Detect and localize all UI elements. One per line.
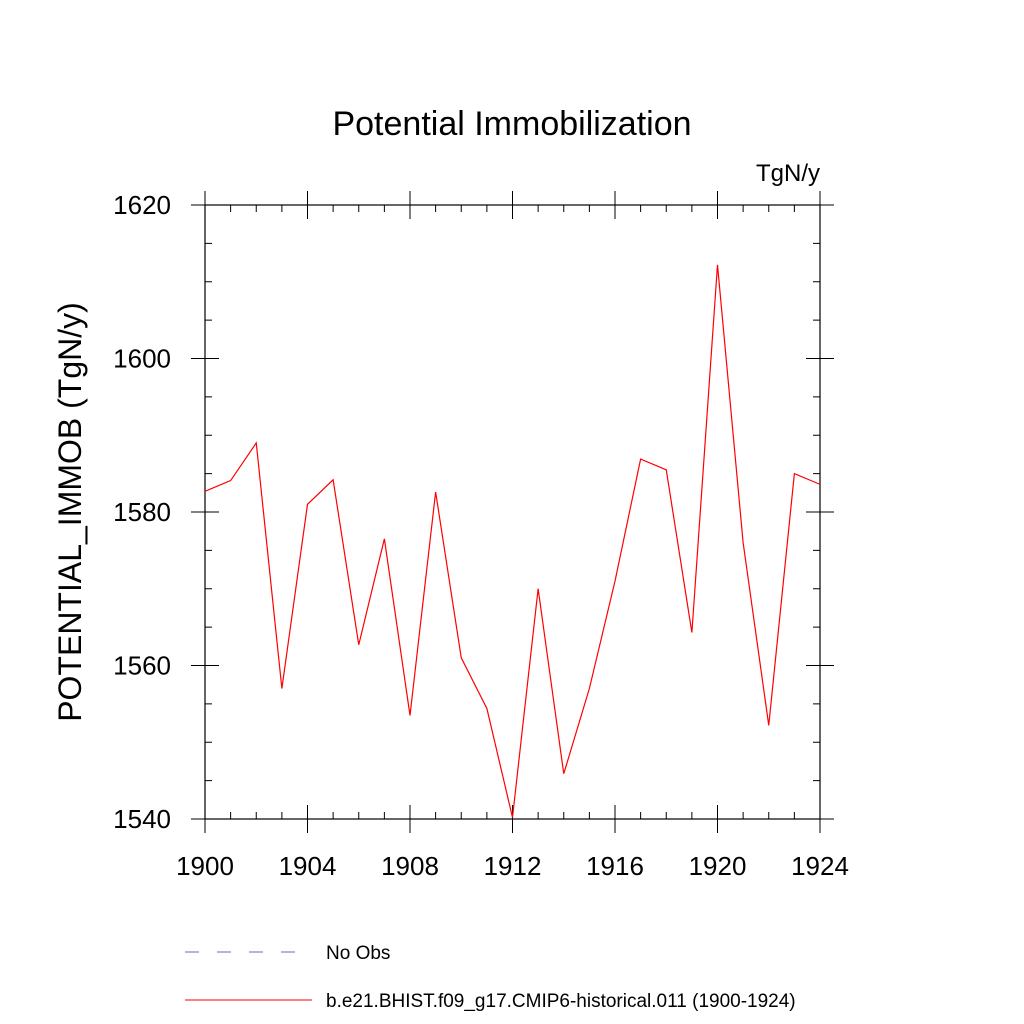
legend-label: b.e21.BHIST.f09_g17.CMIP6-historical.011… [326, 991, 796, 1012]
x-tick-label: 1916 [586, 851, 644, 881]
x-tick-label: 1920 [689, 851, 747, 881]
series-line [204, 264, 821, 818]
axis-ticks [191, 191, 834, 833]
plot-frame [204, 204, 821, 820]
x-tick-label: 1924 [791, 851, 849, 881]
series-layer [204, 264, 821, 818]
y-axis-label: POTENTIAL_IMMOB (TgN/y) [52, 302, 88, 722]
tick-labels: 1900 1904 1908 1912 1916 1920 1924 1540 1560 1580… [113, 190, 849, 881]
x-tick-label: 1908 [381, 851, 439, 881]
x-tick-label: 1900 [176, 851, 234, 881]
plot-border [204, 204, 821, 820]
legend-label: No Obs [326, 943, 390, 964]
legend: No Obs b.e21.BHIST.f09_g17.CMIP6-historic… [185, 943, 796, 1012]
x-tick-label: 1904 [279, 851, 337, 881]
y-tick-label: 1560 [113, 651, 171, 681]
x-tick-label: 1912 [484, 851, 542, 881]
y-tick-label: 1620 [113, 190, 171, 220]
y-tick-label: 1580 [113, 497, 171, 527]
chart-title: Potential Immobilization [332, 105, 691, 143]
units-label: TgN/y [756, 160, 820, 187]
y-tick-label: 1540 [113, 804, 171, 834]
y-tick-label: 1600 [113, 344, 171, 374]
